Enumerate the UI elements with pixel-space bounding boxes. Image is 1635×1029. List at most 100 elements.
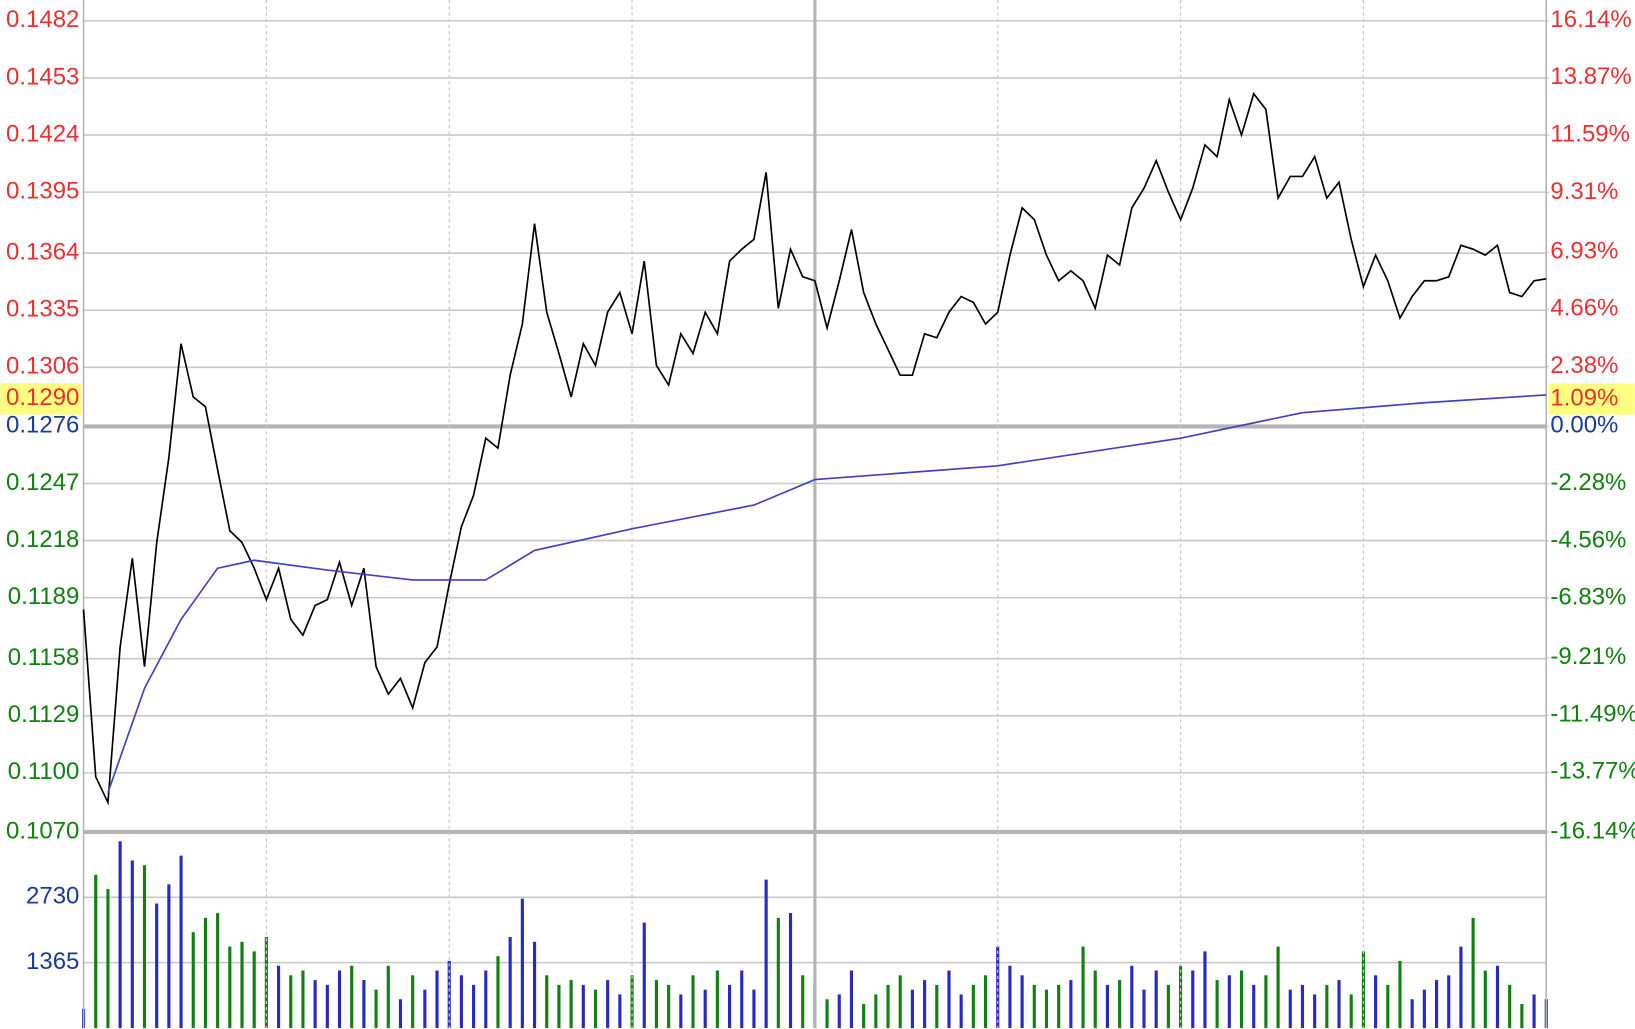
highlight-box — [0, 383, 82, 415]
volume-bar — [1300, 984, 1305, 1028]
y-tick-label: 0.1158 — [8, 644, 80, 671]
y2-tick-label: 6.93% — [1550, 238, 1618, 265]
y-tick-label: 0.1453 — [6, 63, 79, 90]
volume-bar — [606, 980, 610, 1028]
volume-bar — [1422, 989, 1426, 1028]
volume-bar — [1447, 975, 1451, 1028]
y-tick-label: 0.1189 — [8, 583, 80, 610]
y2-tick-label: 16.14% — [1550, 6, 1631, 33]
volume-bar — [484, 970, 488, 1028]
y2-tick-label: 11.59% — [1550, 121, 1630, 148]
y-tick-label: 0.1424 — [6, 120, 79, 147]
y-tick-label: 0.1482 — [6, 6, 79, 33]
y-tick-label: 0.1218 — [6, 526, 79, 553]
volume-bar — [642, 922, 646, 1028]
y-tick-label: 0.1129 — [8, 701, 80, 728]
volume-bar — [776, 917, 780, 1028]
volume-bar — [581, 984, 585, 1028]
volume-bar — [545, 975, 549, 1028]
volume-bar — [1276, 946, 1280, 1028]
y2-tick-label: 2.38% — [1550, 352, 1618, 379]
volume-bar — [1166, 984, 1170, 1028]
volume-bar — [240, 941, 244, 1028]
volume-bar — [983, 975, 988, 1028]
volume-bar — [106, 889, 110, 1028]
volume-bar — [350, 965, 354, 1028]
volume-bar — [411, 975, 415, 1028]
volume-bar — [1044, 989, 1049, 1028]
volume-bar — [386, 965, 390, 1028]
volume-bar — [1105, 984, 1109, 1028]
volume-bar — [1264, 975, 1268, 1028]
volume-bar — [1252, 984, 1256, 1028]
volume-bar — [1386, 984, 1390, 1028]
volume-bar — [1008, 965, 1012, 1028]
volume-bar — [447, 960, 451, 1028]
volume-bar — [1215, 980, 1219, 1028]
y-tick-label: 0.1247 — [6, 469, 79, 496]
volume-bar — [886, 984, 890, 1028]
y-tick-label: 0.1070 — [6, 817, 79, 844]
y-tick-label: 0.1335 — [6, 296, 79, 323]
volume-bar — [715, 970, 719, 1028]
y2-tick-label: 0.00% — [1550, 412, 1618, 439]
highlight-box — [1548, 383, 1635, 415]
y2-tick-label: -9.21% — [1550, 643, 1626, 670]
volume-bar — [179, 855, 183, 1028]
highlight-label: 0.1290 — [6, 384, 79, 411]
volume-bar — [898, 975, 902, 1028]
volume-bar — [1118, 980, 1122, 1028]
volume-bar — [472, 984, 476, 1028]
volume-bar — [923, 980, 927, 1028]
y2-tick-label: -13.77% — [1550, 758, 1635, 785]
volume-bar — [569, 980, 573, 1028]
volume-bar — [301, 970, 305, 1028]
volume-bar — [1313, 994, 1317, 1028]
volume-bar — [996, 946, 1000, 1028]
volume-bar — [1032, 984, 1036, 1028]
volume-bar — [557, 984, 561, 1028]
volume-bar — [874, 994, 878, 1028]
volume-bar — [191, 932, 195, 1028]
y2-tick-label: -16.14% — [1550, 817, 1635, 844]
volume-bar — [1434, 980, 1439, 1028]
volume-bar — [1130, 965, 1134, 1028]
volume-bar — [1093, 970, 1097, 1028]
volume-bar — [325, 984, 329, 1028]
volume-bar — [1020, 975, 1024, 1028]
volume-bar — [508, 937, 512, 1028]
volume-bar — [423, 989, 427, 1028]
y-tick-label: 0.1395 — [6, 177, 79, 204]
volume-bar — [959, 994, 963, 1028]
volume-bar — [1227, 975, 1231, 1028]
volume-bar — [520, 898, 524, 1028]
volume-bar — [289, 975, 293, 1028]
volume-bar — [532, 941, 537, 1028]
volume-bar — [130, 860, 134, 1028]
volume-bar — [203, 917, 207, 1028]
y2-tick-label: -6.83% — [1550, 583, 1626, 610]
volume-bar — [667, 984, 671, 1028]
y-tick-label: 1365 — [26, 948, 79, 975]
volume-bar — [435, 970, 439, 1028]
volume-bar — [654, 980, 658, 1028]
volume-bar — [1471, 917, 1475, 1028]
volume-bar — [374, 989, 378, 1028]
volume-bar — [142, 865, 147, 1028]
y2-tick-label: -11.49% — [1550, 700, 1635, 727]
y-tick-label: 0.1306 — [6, 353, 79, 380]
volume-bar — [1239, 970, 1244, 1028]
volume-bar — [788, 913, 793, 1028]
volume-bar — [94, 874, 98, 1028]
volume-bar — [862, 1004, 866, 1028]
volume-bar — [1459, 946, 1463, 1028]
volume-bar — [252, 951, 256, 1028]
volume-bar — [1154, 970, 1158, 1028]
volume-bar — [167, 884, 171, 1028]
volume-bar — [1349, 994, 1353, 1028]
volume-bar — [459, 975, 463, 1028]
volume-bar — [1483, 970, 1487, 1028]
y2-tick-label: 9.31% — [1550, 178, 1618, 205]
highlight-label: 1.09% — [1550, 384, 1618, 411]
